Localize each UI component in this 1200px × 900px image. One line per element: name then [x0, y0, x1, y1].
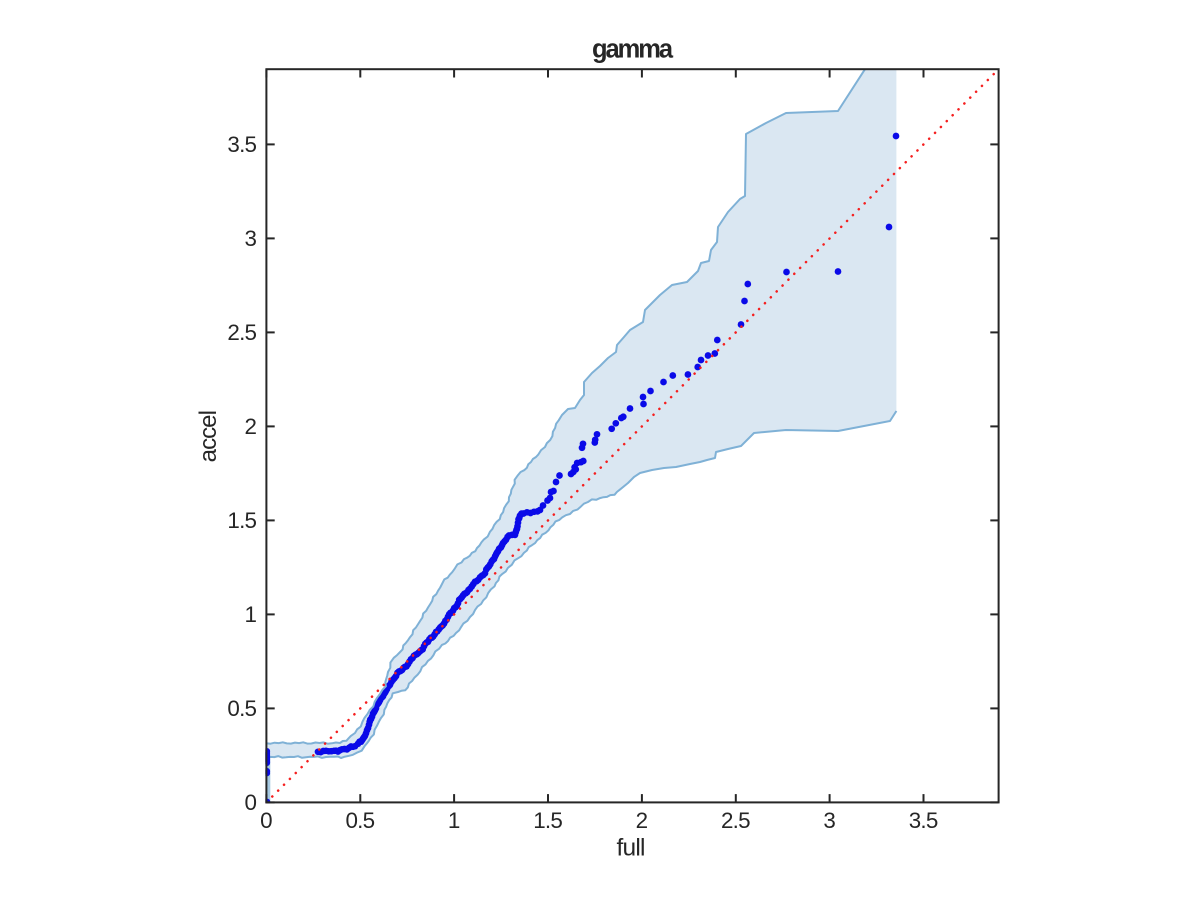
svg-text:1: 1	[245, 602, 257, 627]
svg-text:1: 1	[448, 808, 460, 833]
svg-text:1.5: 1.5	[227, 508, 257, 533]
svg-text:0.5: 0.5	[227, 696, 257, 721]
svg-text:0.5: 0.5	[346, 808, 376, 833]
svg-text:2.5: 2.5	[721, 808, 751, 833]
svg-text:full: full	[617, 835, 646, 862]
svg-text:3: 3	[823, 808, 835, 833]
svg-text:2: 2	[245, 414, 257, 439]
svg-text:3: 3	[245, 226, 257, 251]
svg-text:0: 0	[245, 790, 257, 815]
svg-text:2.5: 2.5	[227, 320, 257, 345]
svg-text:0: 0	[260, 808, 272, 833]
svg-text:1.5: 1.5	[533, 808, 563, 833]
svg-text:3.5: 3.5	[227, 132, 257, 157]
svg-text:accel: accel	[195, 410, 222, 462]
svg-text:2: 2	[636, 808, 648, 833]
svg-text:gamma: gamma	[592, 35, 674, 63]
svg-text:3.5: 3.5	[909, 808, 939, 833]
